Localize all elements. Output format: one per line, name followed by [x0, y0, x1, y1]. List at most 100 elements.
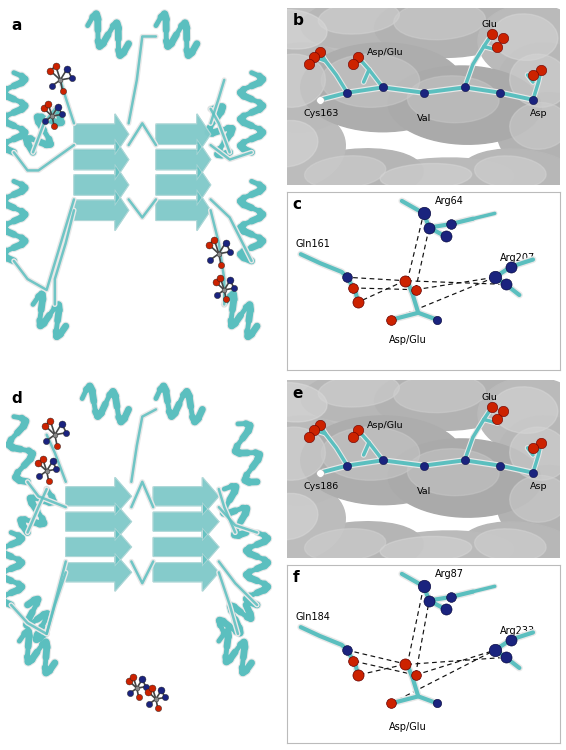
- Ellipse shape: [375, 366, 528, 430]
- Ellipse shape: [318, 374, 400, 407]
- Polygon shape: [66, 554, 131, 591]
- Ellipse shape: [408, 448, 499, 496]
- Polygon shape: [153, 478, 219, 515]
- Ellipse shape: [394, 374, 486, 413]
- Polygon shape: [153, 503, 219, 541]
- Text: Val: Val: [417, 487, 431, 496]
- Ellipse shape: [375, 0, 528, 57]
- Ellipse shape: [492, 387, 558, 433]
- Polygon shape: [74, 114, 128, 154]
- Ellipse shape: [256, 382, 327, 422]
- Ellipse shape: [258, 121, 318, 166]
- Polygon shape: [156, 165, 211, 206]
- Text: Gln184: Gln184: [295, 612, 330, 622]
- Text: d: d: [11, 392, 22, 406]
- Ellipse shape: [242, 2, 360, 67]
- Text: Asp: Asp: [530, 482, 547, 491]
- Text: c: c: [293, 197, 302, 212]
- Polygon shape: [156, 165, 211, 206]
- Ellipse shape: [388, 439, 541, 518]
- Polygon shape: [74, 165, 128, 206]
- Ellipse shape: [246, 416, 355, 505]
- Ellipse shape: [388, 66, 541, 144]
- Ellipse shape: [510, 103, 566, 149]
- Polygon shape: [74, 114, 128, 154]
- Ellipse shape: [361, 531, 514, 574]
- Ellipse shape: [260, 427, 325, 480]
- Polygon shape: [156, 114, 211, 154]
- Ellipse shape: [301, 43, 465, 132]
- Polygon shape: [156, 140, 211, 180]
- Text: Arg207: Arg207: [500, 253, 535, 263]
- Text: Asp: Asp: [530, 110, 547, 118]
- Polygon shape: [74, 165, 128, 206]
- Text: Arg64: Arg64: [435, 196, 464, 206]
- Polygon shape: [153, 554, 219, 591]
- Polygon shape: [74, 140, 128, 180]
- Ellipse shape: [302, 0, 437, 49]
- Text: b: b: [293, 13, 303, 28]
- Text: Asp/Glu: Asp/Glu: [367, 422, 404, 430]
- Ellipse shape: [301, 416, 465, 505]
- Polygon shape: [153, 528, 219, 566]
- Polygon shape: [74, 190, 128, 230]
- Ellipse shape: [256, 10, 327, 49]
- Polygon shape: [66, 503, 131, 541]
- Ellipse shape: [510, 476, 566, 522]
- Text: Arg87: Arg87: [435, 569, 464, 579]
- Polygon shape: [153, 528, 219, 566]
- Text: e: e: [293, 386, 303, 400]
- Polygon shape: [156, 190, 211, 230]
- Text: Asp/Glu: Asp/Glu: [367, 48, 404, 57]
- Ellipse shape: [498, 93, 566, 171]
- Polygon shape: [153, 554, 219, 591]
- Text: Glu: Glu: [481, 393, 498, 402]
- Polygon shape: [66, 478, 131, 515]
- Polygon shape: [74, 140, 128, 180]
- Ellipse shape: [321, 54, 419, 107]
- Ellipse shape: [260, 54, 325, 107]
- Text: Asp/Glu: Asp/Glu: [388, 722, 426, 732]
- Ellipse shape: [498, 416, 566, 505]
- Ellipse shape: [288, 148, 423, 203]
- Polygon shape: [156, 140, 211, 180]
- Ellipse shape: [474, 156, 546, 188]
- Text: Gln161: Gln161: [295, 239, 330, 249]
- Ellipse shape: [460, 149, 566, 203]
- Ellipse shape: [498, 43, 566, 132]
- Ellipse shape: [380, 164, 471, 190]
- Ellipse shape: [302, 368, 437, 422]
- Polygon shape: [66, 554, 131, 591]
- Ellipse shape: [478, 377, 566, 454]
- Ellipse shape: [242, 374, 360, 440]
- Ellipse shape: [408, 76, 499, 123]
- Ellipse shape: [492, 13, 558, 61]
- Text: f: f: [293, 570, 299, 585]
- Polygon shape: [156, 190, 211, 230]
- Ellipse shape: [380, 536, 471, 562]
- Ellipse shape: [305, 156, 386, 188]
- Polygon shape: [156, 114, 211, 154]
- Text: Glu: Glu: [481, 20, 498, 28]
- Text: Cys163: Cys163: [303, 110, 339, 118]
- Text: Val: Val: [417, 114, 431, 123]
- Ellipse shape: [288, 522, 423, 576]
- Ellipse shape: [245, 484, 345, 561]
- Polygon shape: [66, 478, 131, 515]
- Ellipse shape: [258, 494, 318, 540]
- Text: Cys186: Cys186: [303, 482, 338, 491]
- Ellipse shape: [510, 54, 566, 107]
- Ellipse shape: [246, 43, 355, 132]
- Text: a: a: [11, 18, 22, 33]
- Polygon shape: [66, 503, 131, 541]
- Ellipse shape: [321, 427, 419, 480]
- Polygon shape: [66, 528, 131, 566]
- Ellipse shape: [460, 522, 566, 576]
- Ellipse shape: [394, 2, 486, 40]
- Ellipse shape: [245, 111, 345, 188]
- Polygon shape: [153, 478, 219, 515]
- Ellipse shape: [510, 427, 566, 480]
- Polygon shape: [66, 528, 131, 566]
- Text: Arg233: Arg233: [500, 626, 535, 636]
- Ellipse shape: [498, 466, 566, 544]
